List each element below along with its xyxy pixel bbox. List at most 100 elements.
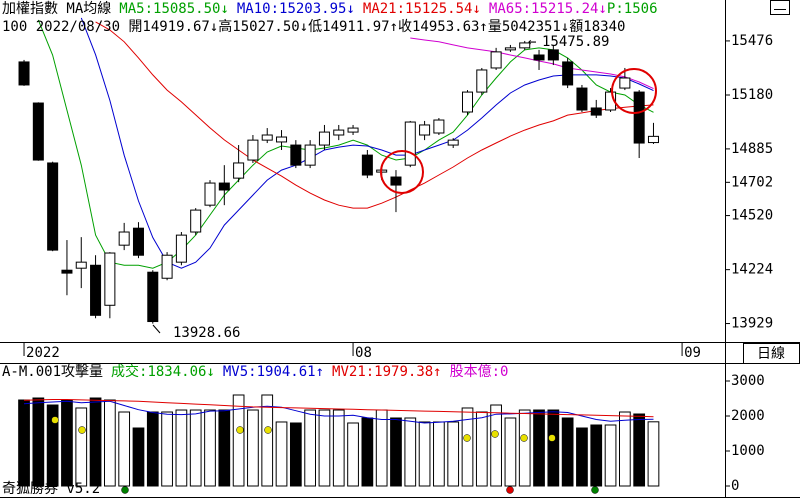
candle-body: [32, 102, 44, 161]
volume-bar: [318, 409, 331, 487]
y-tick-label: 13929: [731, 316, 773, 332]
volume-bar: [46, 404, 59, 487]
ma-line: [410, 37, 654, 90]
signal-dot: [78, 426, 86, 434]
y-tick-label: 3000: [731, 373, 765, 389]
volume-bar: [361, 417, 374, 487]
candle-body: [61, 269, 73, 274]
legend-entry: MV21:1979.38↑: [332, 364, 442, 380]
candle-body: [461, 91, 474, 113]
signal-dot: [520, 434, 528, 442]
volume-bar: [490, 404, 502, 487]
volume-bar: [418, 421, 431, 487]
candle-body: [233, 162, 245, 179]
candle-body: [533, 54, 545, 61]
candle-body: [132, 227, 144, 256]
signal-dot: [591, 486, 599, 494]
y-tick-label: 14885: [731, 141, 773, 157]
volume-bar: [275, 421, 288, 487]
volume-bar: [175, 409, 188, 487]
volume-bar: [375, 409, 388, 487]
candle-body: [347, 127, 359, 133]
volume-bar: [218, 409, 231, 487]
volume-bar: [75, 407, 88, 487]
y-tick-label: 14702: [731, 174, 773, 190]
volume-bar: [547, 409, 560, 487]
candle-body: [404, 121, 416, 166]
volume-bar: [576, 427, 588, 487]
x-tick-label: 09: [684, 345, 701, 361]
candle-body: [633, 91, 645, 144]
volume-bar: [461, 407, 474, 487]
candle-body: [75, 261, 87, 269]
volume-bar: [518, 409, 531, 487]
candle-body: [504, 47, 516, 51]
high-annotation-arrow: ←: [528, 34, 536, 50]
legend-entry: MA5:15085.50↓: [119, 1, 229, 17]
volume-bar: [590, 424, 603, 487]
y-tick-label: 14520: [731, 208, 773, 224]
ma-line: [95, 21, 654, 209]
legend-extra: P:1506: [607, 1, 658, 17]
signal-dot: [491, 430, 499, 438]
candle-body: [276, 136, 288, 143]
candle-body: [147, 271, 159, 323]
signal-dot: [264, 426, 272, 434]
x-tick-label: 08: [355, 345, 372, 361]
y-tick-label: 14224: [731, 262, 773, 278]
legend-entry: MA65:15215.24↓: [489, 1, 607, 17]
candle-body: [490, 51, 502, 69]
quote-info: 100 2022/08/30 開14919.67↓高15027.50↓低1491…: [2, 18, 625, 35]
candle-body: [247, 139, 259, 161]
candle-body: [576, 87, 588, 111]
highlight-circle: [611, 68, 657, 114]
candle-body: [390, 176, 402, 186]
volume-bar: [504, 417, 517, 487]
y-tick-label: 2000: [731, 408, 765, 424]
candle-body: [605, 91, 617, 111]
candle-body: [476, 69, 488, 93]
legend: A-M.001攻擊量 成交:1834.06↓ MV5:1904.61↑ MV21:19…: [2, 363, 508, 380]
legend-title: 加權指數 MA均線: [2, 1, 111, 17]
volume-bar: [447, 421, 460, 487]
volume-bar: [118, 411, 131, 487]
volume-panel: A-M.001攻擊量 成交:1834.06↓ MV5:1904.61↑ MV21:19…: [2, 363, 660, 487]
volume-bar: [289, 422, 302, 487]
volume-bar: [647, 421, 660, 487]
ma-line: [80, 17, 654, 269]
volume-bar: [347, 422, 359, 487]
candle-body: [104, 252, 116, 306]
volume-bar: [304, 409, 317, 487]
legend-entry: MA21:15125.54↓: [363, 1, 481, 17]
candle-body: [619, 77, 631, 89]
volume-bar: [533, 409, 545, 487]
highlight-circle: [380, 150, 424, 194]
candle-body: [647, 135, 659, 144]
x-tick-label: 2022: [26, 345, 60, 361]
window-button[interactable]: [770, 0, 790, 15]
low-annotation: 13928.66: [173, 325, 240, 341]
volume-bar: [247, 409, 259, 487]
volume-bar: [104, 399, 116, 487]
candle-body: [161, 254, 173, 279]
volume-bar: [18, 399, 30, 487]
candle-body: [290, 144, 302, 166]
candle-body: [47, 162, 59, 251]
volume-bar: [261, 394, 274, 487]
period-label: 日線: [757, 346, 785, 362]
candle-body: [18, 61, 30, 86]
volume-bar: [232, 394, 245, 487]
legend-entry: 成交:1834.06↓: [111, 363, 215, 380]
legend-extra: 股本億:0: [450, 364, 509, 380]
volume-bar: [433, 421, 445, 487]
candle-body: [333, 129, 345, 136]
y-tick-label: 0: [731, 478, 739, 494]
signal-dot: [548, 434, 556, 442]
candle-body: [590, 107, 602, 116]
candle-body: [318, 131, 330, 146]
volume-bar: [146, 411, 159, 487]
y-tick-label: 15180: [731, 87, 773, 103]
candle-body: [175, 234, 187, 263]
volume-bar: [404, 417, 417, 487]
